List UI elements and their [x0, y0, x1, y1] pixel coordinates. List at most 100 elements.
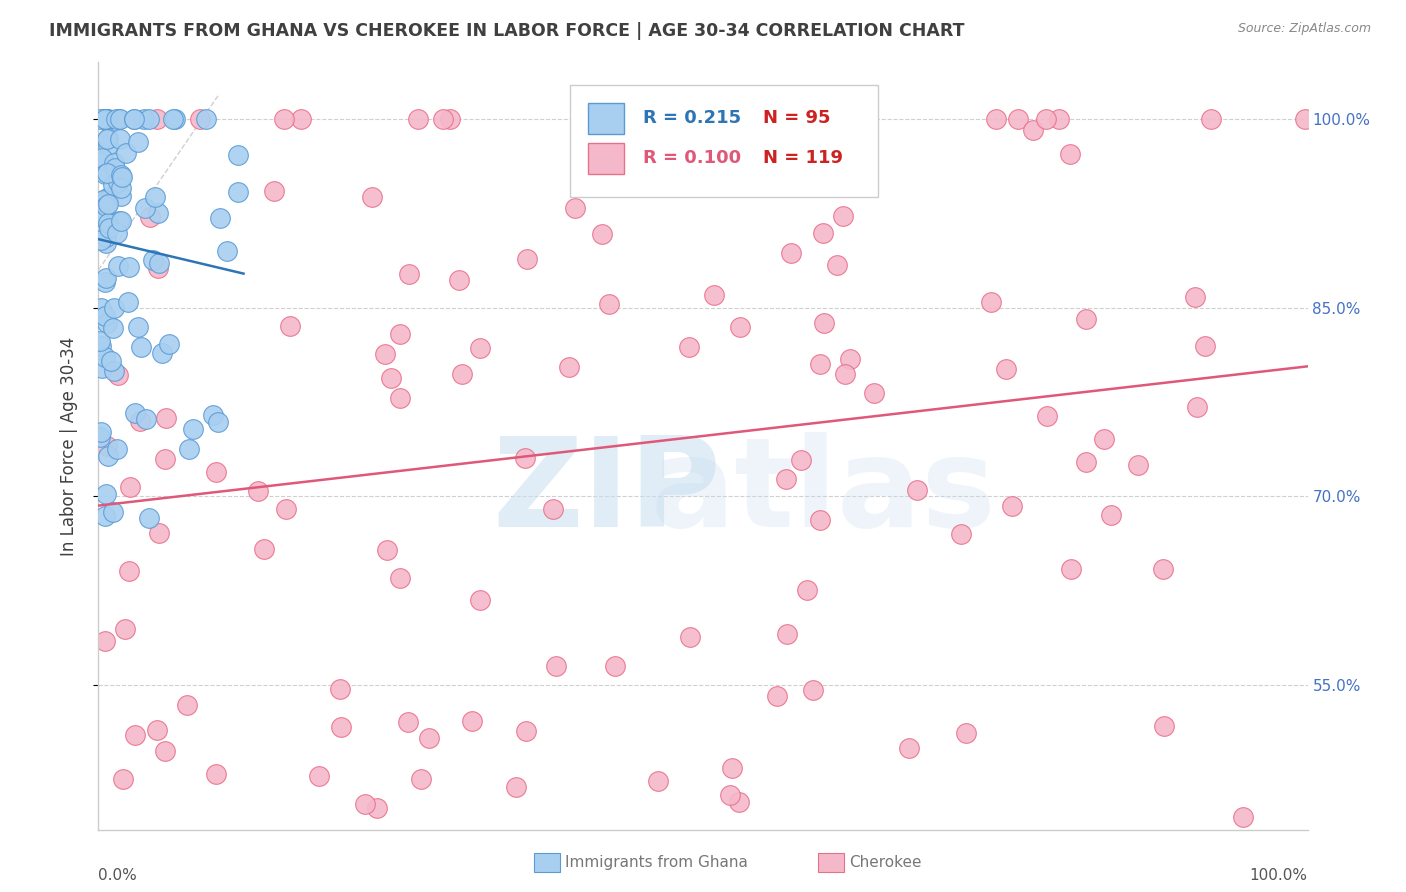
Point — [89, 430, 111, 444]
Point — [124, 728, 146, 742]
Point — [97, 131, 120, 145]
Point — [91, 361, 114, 376]
Point — [796, 582, 818, 597]
Point — [685, 112, 707, 126]
Point — [117, 295, 139, 310]
Point — [955, 726, 977, 740]
Point — [128, 414, 150, 428]
Point — [103, 156, 125, 170]
Point — [432, 112, 454, 126]
Point — [766, 690, 789, 704]
FancyBboxPatch shape — [569, 86, 879, 197]
Point — [1076, 455, 1098, 469]
Point — [1152, 562, 1174, 576]
Point — [146, 206, 169, 220]
Point — [1232, 810, 1254, 824]
Point — [468, 593, 491, 607]
Point — [1153, 719, 1175, 733]
Point — [110, 168, 132, 182]
Point — [194, 112, 217, 126]
Point — [515, 724, 537, 739]
Point — [516, 252, 538, 267]
Point — [825, 258, 848, 272]
Point — [409, 772, 432, 787]
Point — [718, 788, 741, 802]
Point — [398, 268, 420, 282]
Point — [104, 161, 127, 175]
Point — [94, 112, 117, 126]
Point — [138, 112, 160, 126]
Point — [984, 112, 1007, 126]
Point — [728, 320, 751, 334]
Point — [374, 347, 396, 361]
Point — [636, 165, 658, 179]
Point — [1059, 562, 1081, 576]
Point — [107, 175, 129, 189]
Point — [1035, 112, 1057, 126]
Point — [980, 294, 1002, 309]
Point — [93, 193, 115, 207]
Point — [110, 214, 132, 228]
Point — [263, 184, 285, 198]
Point — [1047, 112, 1070, 126]
Point — [1294, 112, 1316, 126]
Point — [90, 338, 112, 352]
Point — [139, 210, 162, 224]
Point — [94, 194, 117, 208]
Point — [290, 112, 312, 126]
Point — [226, 186, 249, 200]
Point — [93, 153, 115, 167]
Text: IMMIGRANTS FROM GHANA VS CHEROKEE IN LABOR FORCE | AGE 30-34 CORRELATION CHART: IMMIGRANTS FROM GHANA VS CHEROKEE IN LAB… — [49, 22, 965, 40]
Point — [148, 255, 170, 269]
Point — [776, 627, 799, 641]
Text: N = 95: N = 95 — [763, 110, 831, 128]
Point — [813, 316, 835, 330]
Point — [96, 316, 118, 330]
Point — [598, 297, 620, 311]
Point — [1074, 312, 1097, 326]
Bar — [588, 103, 624, 134]
Point — [678, 630, 700, 644]
Point — [132, 112, 155, 126]
Point — [163, 112, 186, 126]
Point — [150, 346, 173, 360]
Point — [278, 319, 301, 334]
Point — [1199, 112, 1222, 126]
Point — [138, 510, 160, 524]
Point — [389, 392, 412, 406]
Point — [544, 659, 567, 673]
Point — [328, 682, 350, 697]
Point — [897, 741, 920, 756]
Point — [505, 780, 527, 794]
Text: Source: ZipAtlas.com: Source: ZipAtlas.com — [1237, 22, 1371, 36]
Point — [107, 368, 129, 382]
Point — [153, 452, 176, 467]
Point — [720, 761, 742, 775]
Point — [91, 151, 114, 165]
Point — [1099, 508, 1122, 523]
Point — [678, 340, 700, 354]
Point — [995, 361, 1018, 376]
Point — [188, 112, 211, 126]
Point — [905, 483, 928, 497]
Point — [96, 166, 118, 180]
Point — [808, 513, 831, 527]
Point — [134, 201, 156, 215]
Point — [90, 233, 112, 247]
Bar — [588, 143, 624, 174]
Point — [832, 209, 855, 223]
Text: R = 0.100: R = 0.100 — [643, 149, 741, 168]
Point — [94, 236, 117, 251]
Point — [162, 112, 184, 126]
Point — [181, 422, 204, 436]
Text: 100.0%: 100.0% — [1250, 868, 1308, 883]
Text: ZIP: ZIP — [492, 432, 721, 552]
Point — [148, 526, 170, 541]
Point — [96, 198, 118, 212]
Point — [1022, 123, 1045, 137]
Point — [1036, 409, 1059, 423]
Point — [1128, 458, 1150, 473]
Point — [808, 357, 831, 371]
Point — [803, 683, 825, 698]
Point — [94, 230, 117, 244]
